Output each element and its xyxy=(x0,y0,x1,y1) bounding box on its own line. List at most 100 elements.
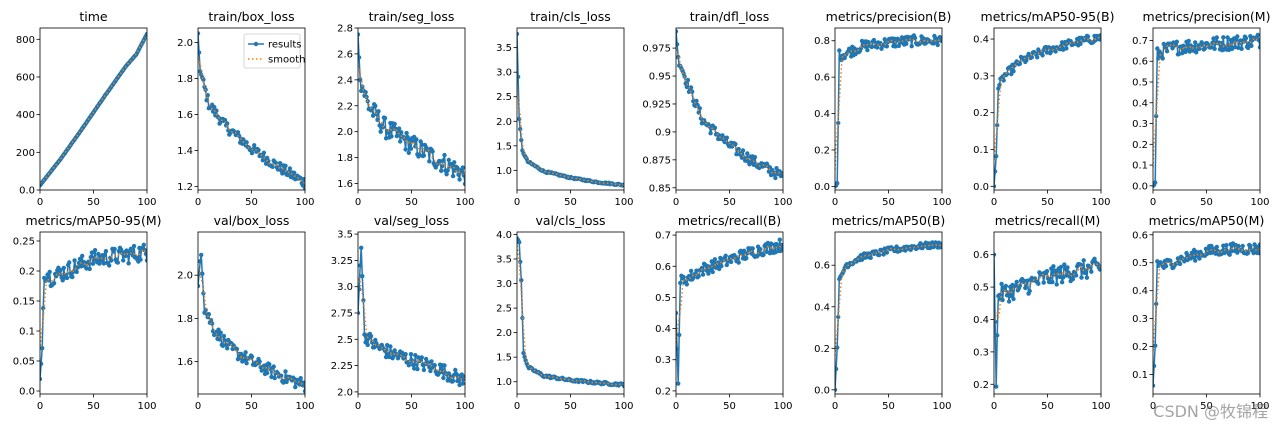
plot-area xyxy=(198,31,305,190)
results-point xyxy=(1059,280,1065,285)
results-point xyxy=(995,333,1000,338)
results-point xyxy=(99,258,104,263)
y-tick-label: 1.4 xyxy=(177,146,193,157)
y-tick-label: 200 xyxy=(16,148,35,159)
y-tick-label: 0.2 xyxy=(973,108,989,119)
y-tick-label: 3.25 xyxy=(331,256,353,267)
x-tick-label: 100 xyxy=(614,401,633,412)
results-point xyxy=(722,139,727,145)
results-point xyxy=(1153,180,1158,185)
results-point xyxy=(740,148,746,153)
y-tick-label: 0.0 xyxy=(814,385,830,396)
subplot-title: train/box_loss xyxy=(208,9,294,24)
results-point xyxy=(996,86,1001,91)
x-tick-label: 50 xyxy=(1200,401,1213,412)
results-point xyxy=(398,139,403,144)
results-point xyxy=(419,355,424,360)
results-point xyxy=(241,137,246,142)
results-point xyxy=(440,163,445,169)
subplot-15: metrics/mAP50(M) 0 50 100 0.1 0.2 0.3 0.4 0.5 0.6 xyxy=(1132,213,1269,412)
results-point xyxy=(442,152,447,158)
y-tick-label: 0.2 xyxy=(1132,140,1148,151)
results-point xyxy=(676,347,680,352)
results-point xyxy=(706,271,711,276)
y-tick-label: 1.0 xyxy=(496,377,512,388)
smooth-line xyxy=(994,36,1101,160)
y-tick-label: 0.4 xyxy=(1132,98,1148,109)
results-point xyxy=(865,47,870,53)
results-point xyxy=(452,160,457,165)
results-point xyxy=(439,168,444,173)
results-point xyxy=(677,332,682,338)
y-tick-label: 2.5 xyxy=(496,92,512,103)
subplot-title: metrics/mAP50(M) xyxy=(1149,213,1265,228)
results-point xyxy=(741,248,747,253)
smooth-line xyxy=(198,57,305,185)
subplot-title: metrics/recall(M) xyxy=(995,213,1101,228)
results-point xyxy=(1164,49,1170,54)
y-tick-label: 0.925 xyxy=(642,99,671,110)
results-point xyxy=(1045,276,1051,281)
results-point xyxy=(1098,32,1101,38)
results-point xyxy=(1153,343,1158,348)
results-point xyxy=(241,353,246,358)
results-point xyxy=(879,46,884,51)
results-point xyxy=(279,373,284,378)
results-point xyxy=(432,363,437,368)
results-point xyxy=(859,257,865,262)
results-point xyxy=(365,342,370,348)
results-point xyxy=(47,269,52,275)
results-point xyxy=(358,77,363,83)
results-point xyxy=(1255,32,1260,38)
results-point xyxy=(1070,276,1076,282)
results-point xyxy=(1177,261,1183,267)
y-tick-label: 0.8 xyxy=(814,36,830,47)
results-point xyxy=(1154,113,1159,119)
results-point xyxy=(301,177,305,182)
results-point xyxy=(1235,250,1240,255)
x-tick-label: 0 xyxy=(991,401,997,412)
y-tick-label: 0.3 xyxy=(1132,119,1148,130)
y-tick-label: 1.6 xyxy=(177,357,193,368)
y-tick-label: 1.2 xyxy=(177,182,193,193)
results-point xyxy=(103,249,109,254)
results-point xyxy=(1186,38,1191,44)
x-tick-label: 100 xyxy=(773,197,792,208)
results-point xyxy=(1003,283,1009,289)
y-tick-label: 0.2 xyxy=(1132,342,1148,353)
results-point xyxy=(272,375,277,381)
results-point xyxy=(218,330,223,335)
results-point xyxy=(921,36,926,41)
y-tick-label: 0.7 xyxy=(655,231,671,242)
results-point xyxy=(283,163,288,168)
y-tick-label: 0.5 xyxy=(973,283,989,294)
subplot-title: metrics/mAP50(B) xyxy=(832,213,945,228)
results-point xyxy=(1163,263,1169,269)
results-point xyxy=(373,337,378,343)
results-point xyxy=(67,260,72,265)
results-point xyxy=(1057,274,1063,280)
results-point xyxy=(360,274,365,279)
results-point xyxy=(676,381,681,386)
results-point xyxy=(869,44,874,50)
plot-area xyxy=(517,31,624,188)
y-tick-label: 600 xyxy=(16,72,35,83)
results-point xyxy=(724,262,729,268)
results-point xyxy=(399,130,404,135)
results-point xyxy=(777,237,782,242)
results-point xyxy=(750,246,755,251)
results-point xyxy=(719,263,724,269)
y-tick-label: 0.5 xyxy=(1132,78,1148,89)
results-point xyxy=(249,150,255,156)
results-point xyxy=(462,376,465,381)
results-point xyxy=(225,346,230,351)
results-point xyxy=(123,253,128,259)
results-point xyxy=(994,319,998,324)
results-point xyxy=(1197,256,1202,261)
y-tick-label: 0.2 xyxy=(19,267,35,278)
y-tick-label: 0.0 xyxy=(814,182,830,193)
x-tick-label: 0 xyxy=(514,401,520,412)
results-point xyxy=(400,350,405,356)
results-point xyxy=(389,134,394,139)
results-point xyxy=(209,321,215,326)
